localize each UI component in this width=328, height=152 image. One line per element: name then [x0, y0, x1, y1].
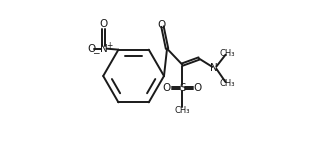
Text: N: N — [210, 63, 218, 73]
Text: O: O — [87, 44, 95, 54]
Text: CH₃: CH₃ — [219, 49, 235, 58]
Text: O: O — [194, 83, 202, 93]
Text: O: O — [100, 19, 108, 29]
Text: S: S — [179, 83, 186, 93]
Text: CH₃: CH₃ — [174, 106, 190, 116]
Text: CH₃: CH₃ — [219, 79, 235, 88]
Text: O: O — [162, 83, 171, 93]
Text: O: O — [157, 20, 166, 30]
Text: +: + — [106, 41, 113, 50]
Text: N: N — [100, 44, 108, 54]
Text: −: − — [92, 48, 99, 57]
